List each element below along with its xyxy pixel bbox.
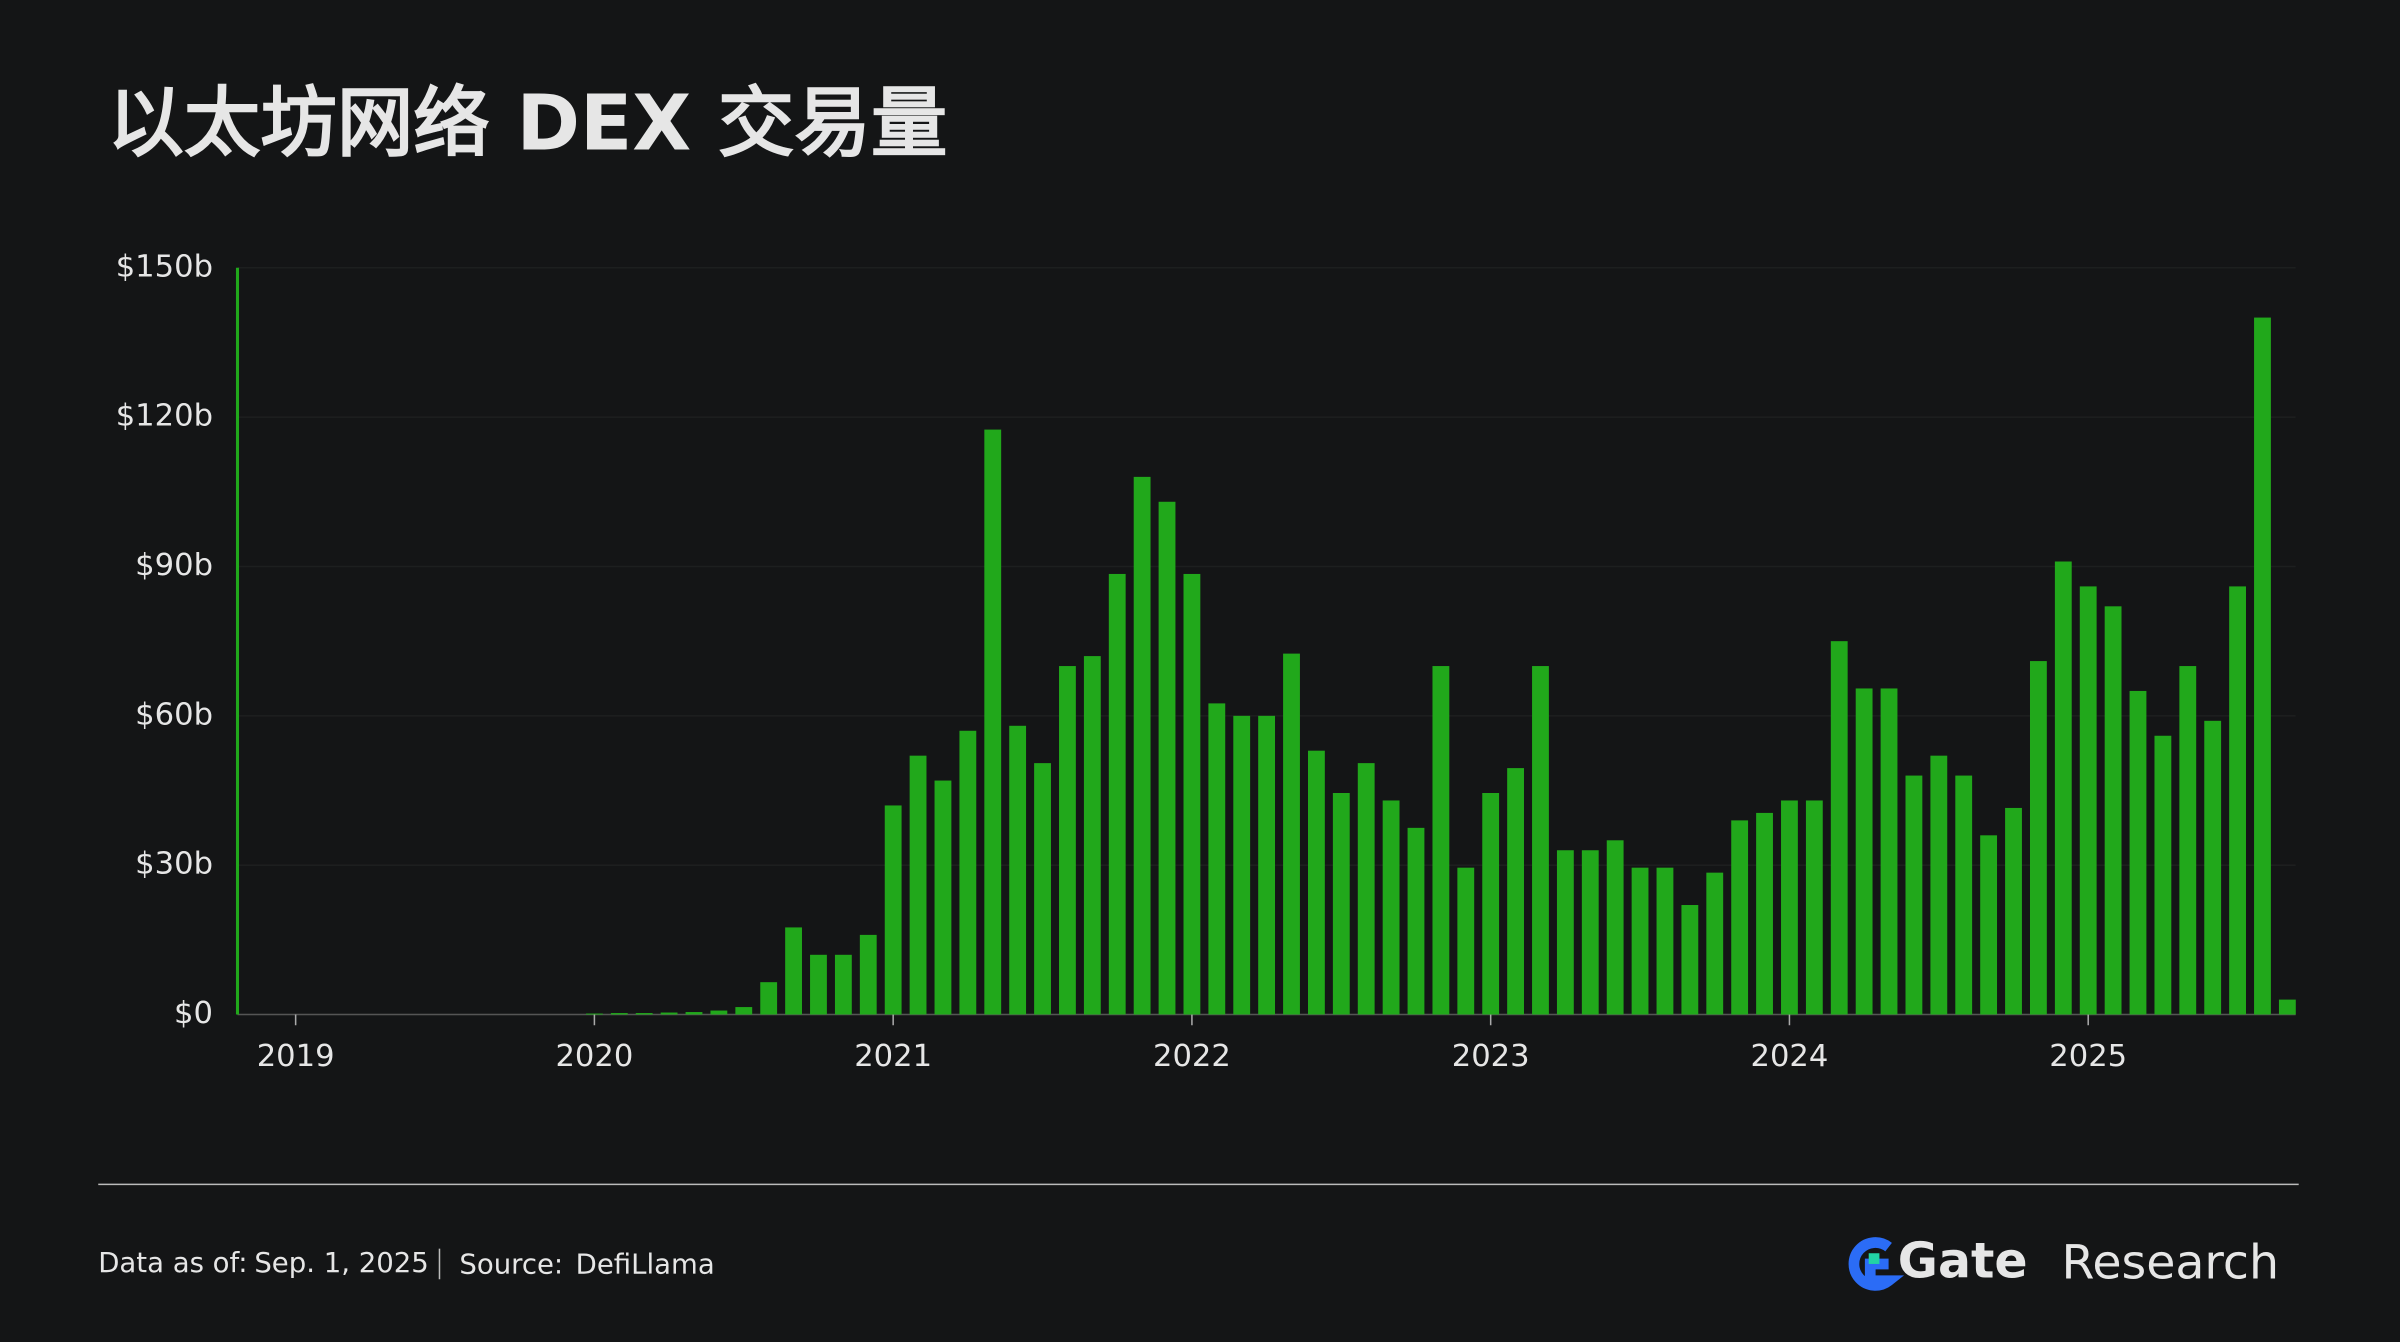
bar bbox=[1183, 573, 1201, 1015]
bar bbox=[2079, 586, 2097, 1015]
logo-suffix: Research bbox=[2062, 1235, 2280, 1290]
bar bbox=[1731, 820, 1749, 1015]
bar bbox=[810, 954, 827, 1015]
bar bbox=[1432, 666, 1450, 1015]
bar bbox=[1880, 688, 1898, 1015]
bar bbox=[2129, 690, 2147, 1015]
bar bbox=[1507, 768, 1524, 1015]
bar bbox=[959, 730, 977, 1015]
x-tick-label: 2020 bbox=[555, 1039, 633, 1074]
bar bbox=[2104, 606, 2122, 1015]
bar bbox=[1631, 867, 1649, 1015]
bar bbox=[1756, 812, 1773, 1015]
y-tick-label: $0 bbox=[174, 996, 213, 1031]
bar bbox=[585, 1013, 603, 1015]
bar bbox=[1307, 750, 1325, 1015]
bar bbox=[2154, 735, 2172, 1015]
bar bbox=[859, 934, 877, 1015]
y-tick-label: $60b bbox=[135, 697, 213, 732]
date: Sep. 1, 2025 bbox=[254, 1247, 428, 1279]
x-tick-label: 2022 bbox=[1153, 1039, 1231, 1074]
bar bbox=[760, 982, 778, 1015]
bar bbox=[1382, 800, 1400, 1015]
y-tick-label: $30b bbox=[135, 847, 213, 882]
x-tick-label: 2025 bbox=[2049, 1039, 2127, 1074]
bar bbox=[1681, 905, 1699, 1015]
bar bbox=[1781, 800, 1798, 1015]
bar bbox=[1706, 872, 1724, 1015]
y-tick-label: $90b bbox=[135, 548, 213, 583]
bar bbox=[1482, 792, 1500, 1015]
bar bbox=[1930, 755, 1948, 1015]
bar bbox=[1108, 573, 1126, 1015]
x-tick-label: 2019 bbox=[257, 1039, 335, 1074]
x-tick-label: 2024 bbox=[1751, 1039, 1829, 1074]
logo-icon bbox=[1848, 1237, 1905, 1291]
bar bbox=[834, 954, 852, 1015]
bar bbox=[2254, 317, 2271, 1015]
bar bbox=[2204, 720, 2222, 1015]
bar bbox=[1830, 641, 1848, 1015]
bar bbox=[2054, 561, 2072, 1015]
plot: $0 $30b $60b $90b $120b $150b 2019 2020 2021 2022… bbox=[116, 249, 2296, 1074]
bar bbox=[1656, 867, 1674, 1015]
x-tick-label: 2021 bbox=[854, 1039, 932, 1074]
bar bbox=[1532, 666, 1549, 1015]
logo: Gate Research bbox=[1848, 1232, 2280, 1291]
bar bbox=[1083, 656, 1101, 1015]
bar bbox=[2278, 999, 2296, 1015]
bar bbox=[1955, 775, 1973, 1015]
x-tick-label: 2023 bbox=[1452, 1039, 1530, 1074]
bar bbox=[1059, 666, 1076, 1015]
bar bbox=[610, 1013, 628, 1015]
bar bbox=[984, 429, 1002, 1015]
bar bbox=[884, 805, 902, 1015]
bar bbox=[934, 780, 952, 1015]
bar bbox=[1905, 775, 1923, 1015]
source: DefiLlama bbox=[576, 1248, 715, 1280]
bar bbox=[785, 927, 802, 1015]
source-label: Source: bbox=[459, 1248, 563, 1280]
bar bbox=[1258, 715, 1276, 1015]
logo-brand: Gate bbox=[1898, 1232, 2028, 1289]
bar bbox=[1009, 725, 1027, 1015]
bar bbox=[2029, 661, 2047, 1015]
bar bbox=[1457, 867, 1475, 1015]
y-tick-label: $150b bbox=[116, 249, 213, 284]
bar bbox=[1581, 850, 1599, 1015]
y-tick-label: $120b bbox=[116, 399, 213, 434]
bar bbox=[1407, 827, 1425, 1015]
bar bbox=[1805, 800, 1823, 1015]
bar bbox=[1208, 703, 1226, 1015]
chart-title: 以太坊网络 DEX 交易量 bbox=[107, 80, 947, 169]
bar bbox=[735, 1007, 753, 1015]
bar bbox=[2179, 666, 2197, 1015]
bar bbox=[1980, 835, 1998, 1015]
bar bbox=[1283, 653, 1300, 1015]
bar bbox=[1855, 688, 1873, 1015]
bar bbox=[2005, 807, 2022, 1015]
bar bbox=[1133, 476, 1151, 1015]
bar bbox=[1233, 715, 1251, 1015]
date-label: Data as of: bbox=[98, 1247, 247, 1279]
bar bbox=[1556, 850, 1574, 1015]
bar bbox=[710, 1010, 728, 1015]
bar bbox=[685, 1012, 703, 1015]
bar bbox=[1158, 501, 1176, 1015]
bar bbox=[1332, 792, 1350, 1015]
bar bbox=[909, 755, 927, 1015]
bar bbox=[2229, 586, 2246, 1015]
bar bbox=[1357, 763, 1375, 1015]
logo-icon-accent bbox=[1868, 1253, 1880, 1264]
bar bbox=[635, 1013, 653, 1015]
bar bbox=[1034, 763, 1051, 1015]
bar bbox=[660, 1012, 678, 1015]
bar bbox=[1606, 840, 1624, 1015]
